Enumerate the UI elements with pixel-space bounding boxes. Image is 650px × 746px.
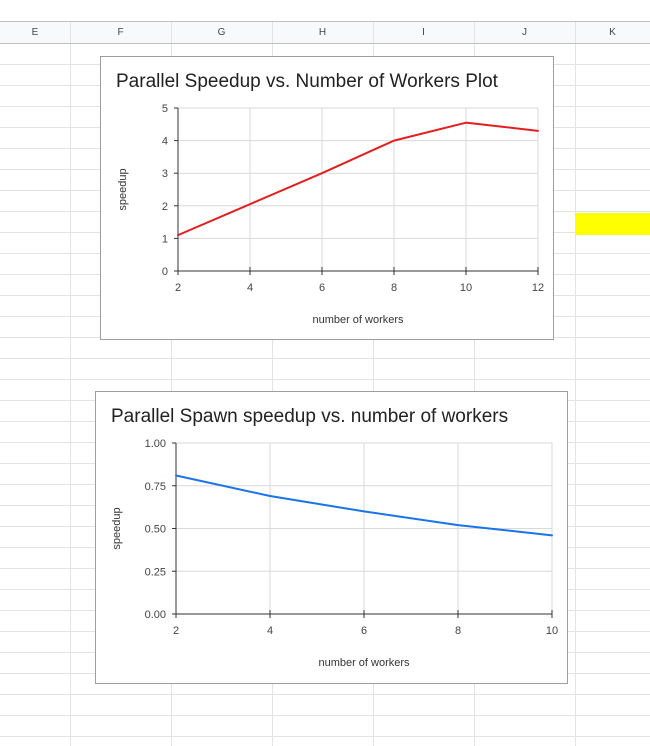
x-tick-label: 6 [361,625,367,637]
x-tick-label: 2 [175,282,181,294]
y-tick-label: 5 [162,103,168,115]
x-tick-label: 10 [460,282,472,294]
y-tick-label: 0.25 [145,566,166,578]
column-header-i[interactable]: I [422,26,425,38]
column-header-g[interactable]: G [217,26,226,38]
x-tick-label: 4 [247,282,253,294]
y-tick-label: 1 [162,233,168,245]
chart-plot: 2 4 6 8 10 0.00 0.25 0.50 0.75 1.00 number of work… [111,438,558,669]
chart-title: Parallel Spawn speedup vs. number of wor… [111,406,509,427]
y-tick-label: 0.50 [145,524,166,536]
y-axis-title: speedup [117,168,129,210]
column-header-e[interactable]: E [31,26,39,38]
x-tick-label: 4 [267,625,273,637]
y-tick-label: 1.00 [145,438,166,450]
x-tick-label: 8 [455,625,461,637]
x-axis-title: number of workers [318,657,410,669]
x-axis-title: number of workers [312,314,404,326]
header-band [0,21,650,43]
speedup-chart[interactable]: Parallel Speedup vs. Number of Workers P… [100,56,554,340]
y-tick-label: 3 [162,168,168,180]
y-tick-label: 4 [162,136,168,148]
chart-title: Parallel Speedup vs. Number of Workers P… [116,71,498,92]
series-line [177,121,539,237]
y-tick-label: 0.75 [145,481,166,493]
y-tick-label: 2 [162,201,168,213]
series-line [175,474,553,537]
x-tick-label: 2 [173,625,179,637]
y-axis-title: speedup [111,507,123,549]
x-tick-label: 12 [532,282,544,294]
spawn-speedup-chart[interactable]: Parallel Spawn speedup vs. number of wor… [95,391,568,684]
column-header-k[interactable]: K [609,26,616,38]
highlighted-cell[interactable] [575,213,650,235]
x-tick-label: 10 [546,625,558,637]
x-tick-label: 8 [391,282,397,294]
y-tick-label: 0.00 [145,609,166,621]
column-header-f[interactable]: F [117,26,124,38]
y-tick-label: 0 [162,266,168,278]
x-tick-label: 6 [319,282,325,294]
column-header-h[interactable]: H [318,26,327,38]
column-header-j[interactable]: J [522,26,527,38]
